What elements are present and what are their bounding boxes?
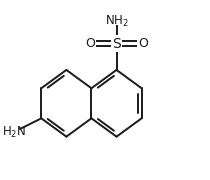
Text: NH$_2$: NH$_2$ [105,14,129,29]
Text: O: O [85,37,95,50]
Text: O: O [138,37,148,50]
Text: H$_2$N: H$_2$N [2,125,26,140]
Text: S: S [112,37,121,51]
